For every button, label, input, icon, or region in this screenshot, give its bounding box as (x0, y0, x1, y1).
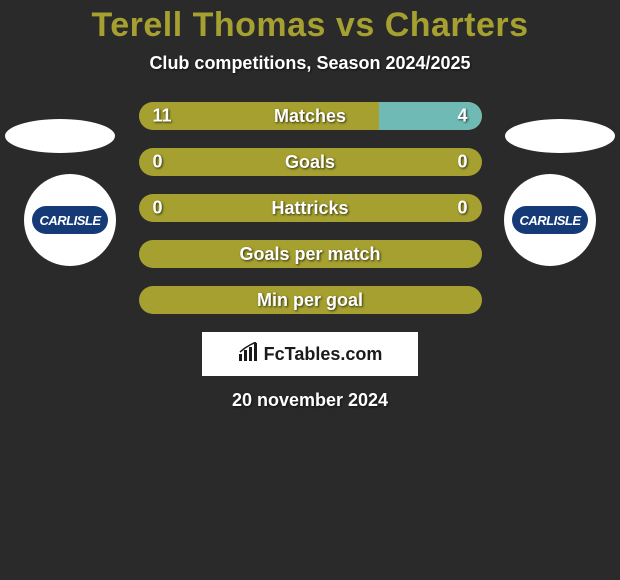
comparison-card: Terell Thomas vs Charters Club competiti… (0, 0, 620, 411)
stat-label: Goals (285, 152, 335, 173)
brand-prefix: Fc (264, 344, 285, 364)
player-right-avatar-placeholder (505, 119, 615, 153)
brand-box: FcTables.com (202, 332, 418, 376)
stat-right-value: 4 (457, 106, 467, 127)
stat-right-value: 0 (457, 152, 467, 173)
page-title: Terell Thomas vs Charters (0, 6, 620, 45)
player-left-avatar-placeholder (5, 119, 115, 153)
club-badge-left-label: CARLISLE (32, 206, 108, 234)
club-badge-right-label: CARLISLE (512, 206, 588, 234)
stat-row: 11 4 Matches (139, 102, 482, 130)
stat-left-value: 0 (153, 152, 163, 173)
brand-text: FcTables.com (264, 344, 383, 365)
chart-icon (238, 342, 260, 367)
stat-left-value: 11 (153, 106, 172, 127)
player-left-name: Terell Thomas (91, 6, 326, 44)
stat-bars: 11 4 Matches 0 0 Goals 0 0 Hattricks Goals per ma… (139, 102, 482, 314)
stat-right-value: 0 (457, 198, 467, 219)
stat-label: Matches (274, 106, 346, 127)
stat-label: Hattricks (271, 198, 348, 219)
title-vs: vs (336, 6, 375, 44)
stat-left-value: 0 (153, 198, 163, 219)
player-right-name: Charters (385, 6, 529, 44)
club-badge-left: CARLISLE (24, 174, 116, 266)
stat-label: Goals per match (239, 244, 380, 265)
stat-row: Goals per match (139, 240, 482, 268)
stat-row: Min per goal (139, 286, 482, 314)
club-badge-right: CARLISLE (504, 174, 596, 266)
brand-suffix: Tables.com (285, 344, 383, 364)
subtitle: Club competitions, Season 2024/2025 (0, 53, 620, 74)
date-line: 20 november 2024 (0, 390, 620, 411)
stat-row: 0 0 Hattricks (139, 194, 482, 222)
stat-label: Min per goal (257, 290, 363, 311)
stat-row: 0 0 Goals (139, 148, 482, 176)
